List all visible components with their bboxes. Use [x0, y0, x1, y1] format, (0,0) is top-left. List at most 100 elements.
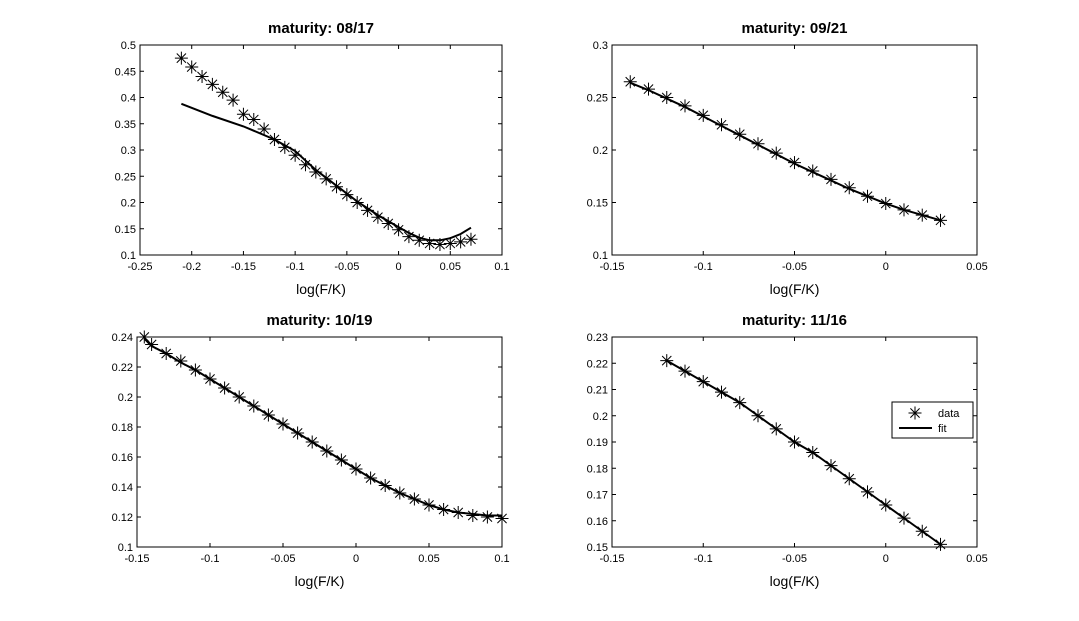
- legend-label-fit: fit: [938, 423, 947, 435]
- data-point: [174, 51, 188, 65]
- x-tick-label: 0.05: [418, 553, 439, 565]
- y-tick-label: 0.24: [112, 332, 133, 344]
- y-tick-label: 0.4: [121, 93, 136, 105]
- x-tick-label: 0: [883, 553, 889, 565]
- data-point: [309, 165, 323, 179]
- y-tick-label: 0.17: [587, 490, 608, 502]
- x-axis-label: log(F/K): [770, 573, 820, 589]
- data-point: [278, 140, 292, 154]
- data-point: [195, 70, 209, 83]
- x-axis-label: log(F/K): [295, 573, 345, 589]
- x-tick-label: -0.15: [599, 261, 624, 273]
- data-point: [412, 233, 426, 247]
- data-point: [495, 512, 509, 525]
- y-tick-label: 0.1: [118, 542, 133, 554]
- y-tick-label: 0.5: [121, 40, 136, 52]
- data-point: [174, 354, 188, 368]
- y-tick-label: 0.23: [587, 332, 608, 344]
- subplot-4: maturity: 11/16 log(F/K) -0.15 -0.1 -0.05 0 0.…: [587, 312, 988, 589]
- data-point: [464, 232, 478, 246]
- axes-frame: [611, 44, 978, 256]
- y-tick-label: 0.25: [115, 171, 136, 183]
- y-tick-label: 0.3: [593, 40, 608, 52]
- y-tick-label: 0.2: [593, 411, 608, 423]
- x-tick-label: -0.1: [694, 553, 713, 565]
- y-tick-label: 0.1: [593, 250, 608, 262]
- x-tick-label: -0.05: [782, 553, 807, 565]
- x-tick-label: -0.1: [286, 261, 305, 273]
- data-point: [423, 236, 437, 250]
- data-point: [466, 509, 480, 522]
- y-tick-label: 0.18: [112, 422, 133, 434]
- chart-title: maturity: 11/16: [742, 312, 847, 329]
- y-tick-label: 0.19: [587, 437, 608, 449]
- axes-frame: [139, 44, 503, 256]
- legend-label-data: data: [938, 408, 960, 420]
- y-tick-label: 0.16: [587, 516, 608, 528]
- x-axis-label: log(F/K): [296, 281, 346, 297]
- data-point: [137, 330, 151, 344]
- series-fit-line: [629, 81, 941, 222]
- y-tick-label: 0.16: [112, 452, 133, 464]
- data-point: [443, 236, 457, 250]
- y-tick-label: 0.18: [587, 463, 608, 475]
- y-tick-label: 0.22: [587, 358, 608, 370]
- series-fit-line: [666, 359, 942, 546]
- chart-title: maturity: 10/19: [267, 312, 373, 329]
- series-fit-line: [181, 102, 472, 242]
- y-tick-label: 0.2: [118, 392, 133, 404]
- y-tick-label: 0.25: [587, 93, 608, 105]
- series-fit-line: [143, 337, 502, 517]
- y-tick-label: 0.14: [112, 482, 133, 494]
- x-tick-label: 0.05: [966, 553, 987, 565]
- y-tick-label: 0.15: [587, 542, 608, 554]
- data-point: [480, 510, 494, 524]
- x-tick-label: -0.15: [124, 553, 149, 565]
- x-tick-label: 0.1: [494, 261, 509, 273]
- x-tick-label: -0.15: [231, 261, 256, 273]
- y-tick-label: 0.2: [593, 145, 608, 157]
- data-point: [392, 223, 406, 237]
- data-point: [247, 113, 261, 127]
- data-point: [236, 107, 250, 121]
- data-point: [226, 93, 240, 107]
- x-tick-label: 0: [883, 261, 889, 273]
- x-tick-label: -0.05: [270, 553, 295, 565]
- legend-box: [891, 401, 974, 439]
- y-tick-label: 0.35: [115, 119, 136, 131]
- data-point: [205, 77, 219, 91]
- subplot-2: maturity: 09/21 log(F/K) -0.15 -0.1 -0.05 0 0.…: [587, 20, 988, 297]
- y-tick-label: 0.3: [121, 145, 136, 157]
- x-tick-label: 0.05: [966, 261, 987, 273]
- data-point: [402, 230, 416, 244]
- data-point: [145, 338, 159, 351]
- y-tick-label: 0.1: [121, 250, 136, 262]
- y-tick-label: 0.2: [121, 198, 136, 210]
- data-point: [623, 75, 637, 89]
- chart-title: maturity: 08/17: [268, 20, 374, 37]
- x-tick-label: -0.15: [599, 553, 624, 565]
- x-tick-label: -0.05: [782, 261, 807, 273]
- y-tick-label: 0.45: [115, 66, 136, 78]
- data-point: [257, 122, 271, 136]
- legend-data-marker-icon: [908, 406, 922, 420]
- x-tick-label: -0.1: [694, 261, 713, 273]
- data-point: [454, 235, 468, 249]
- subplot-1: maturity: 08/17 log(F/K) -0.25 -0.2 -0.15 -0.…: [115, 20, 510, 297]
- x-tick-label: -0.1: [201, 553, 220, 565]
- x-tick-label: -0.25: [127, 261, 152, 273]
- subplot-3: maturity: 10/19 log(F/K) -0.15 -0.1 -0.05 0 0.…: [112, 312, 510, 589]
- y-tick-label: 0.15: [115, 224, 136, 236]
- y-tick-label: 0.15: [587, 198, 608, 210]
- data-point: [381, 217, 395, 230]
- data-point: [361, 203, 375, 217]
- data-point: [288, 148, 302, 162]
- y-tick-label: 0.22: [112, 362, 133, 374]
- x-tick-label: 0.1: [494, 553, 509, 565]
- data-point: [216, 85, 230, 99]
- chart-title: maturity: 09/21: [742, 20, 848, 37]
- data-point: [371, 210, 385, 224]
- legend: data fit: [891, 401, 974, 439]
